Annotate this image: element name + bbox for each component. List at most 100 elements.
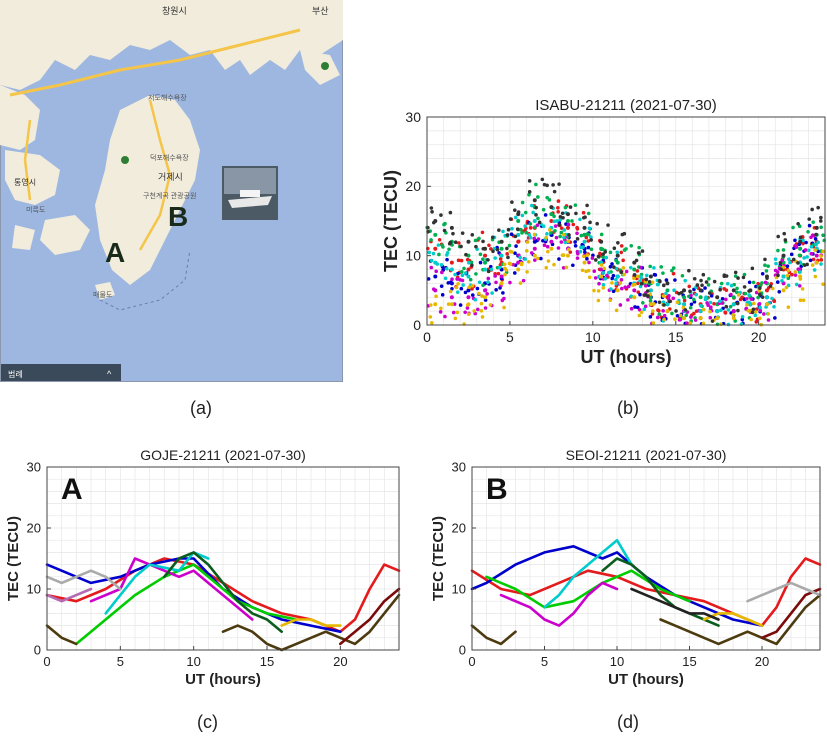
scatter-point bbox=[445, 257, 449, 262]
busan-marker-icon[interactable] bbox=[321, 62, 329, 70]
series-line bbox=[221, 593, 401, 652]
scatter-point bbox=[520, 213, 525, 218]
series-line bbox=[470, 545, 764, 627]
scatter-point bbox=[581, 210, 586, 215]
scatter-point bbox=[499, 239, 504, 244]
scatter-point bbox=[462, 266, 466, 271]
scatter-point bbox=[562, 233, 566, 237]
scatter-point bbox=[571, 263, 575, 268]
scatter-point bbox=[647, 279, 652, 284]
scatter-point bbox=[710, 319, 715, 323]
scatter-point bbox=[526, 259, 531, 264]
scatter-point bbox=[751, 307, 756, 312]
scatter-point bbox=[819, 258, 824, 262]
location-map[interactable]: 범례 ^ 창원시 부산 통영시 거제시 구천계곡 관광공원 덕포해수욕장 저도해… bbox=[0, 0, 344, 383]
series-line bbox=[45, 557, 401, 633]
scatter-point bbox=[819, 215, 823, 220]
scatter-point bbox=[502, 296, 506, 301]
scatter-point bbox=[751, 280, 756, 285]
scatter-point bbox=[527, 179, 532, 183]
scatter-point bbox=[549, 231, 553, 235]
scatter-point bbox=[656, 308, 660, 312]
series-line bbox=[659, 593, 822, 646]
scatter-point bbox=[618, 281, 623, 285]
scatter-point bbox=[470, 287, 474, 291]
scatter-point bbox=[763, 263, 767, 267]
scatter-point bbox=[479, 309, 484, 313]
scatter-point bbox=[477, 280, 482, 285]
x-tick-label: 5 bbox=[117, 654, 124, 669]
scatter-point bbox=[802, 263, 807, 267]
scatter-point bbox=[443, 276, 448, 281]
scatter-point bbox=[566, 247, 571, 252]
scatter-point bbox=[821, 249, 825, 254]
scatter-point bbox=[624, 269, 629, 274]
scatter-point bbox=[510, 226, 514, 231]
scatter-point bbox=[632, 267, 637, 272]
scatter-point bbox=[474, 272, 478, 276]
scatter-point bbox=[508, 262, 513, 266]
scatter-point bbox=[674, 309, 678, 313]
scatter-point bbox=[568, 205, 573, 209]
scatter-point bbox=[758, 308, 763, 313]
scatter-point bbox=[801, 238, 805, 243]
y-tick-label: 30 bbox=[27, 460, 41, 475]
scatter-point bbox=[601, 282, 606, 287]
scatter-point bbox=[563, 205, 568, 210]
scatter-point bbox=[553, 224, 558, 228]
scatter-point bbox=[516, 267, 521, 272]
scatter-point bbox=[477, 291, 481, 296]
scatter-point bbox=[499, 274, 504, 279]
scatter-point bbox=[451, 231, 455, 236]
scatter-point bbox=[715, 295, 720, 300]
scatter-point bbox=[453, 316, 458, 321]
scatter-point bbox=[582, 225, 587, 230]
scatter-point bbox=[599, 263, 604, 267]
scatter-point bbox=[760, 271, 765, 276]
scatter-point bbox=[466, 274, 471, 279]
scatter-point bbox=[501, 229, 505, 234]
scatter-point bbox=[501, 291, 505, 295]
map-canvas[interactable]: 범례 ^ 창원시 부산 통영시 거제시 구천계곡 관광공원 덕포해수욕장 저도해… bbox=[0, 0, 344, 383]
scatter-point bbox=[552, 214, 556, 219]
scatter-point bbox=[789, 252, 794, 257]
scatter-point bbox=[736, 276, 740, 280]
scatter-point bbox=[726, 322, 731, 327]
scatter-point bbox=[459, 258, 464, 263]
highway-road bbox=[9, 28, 301, 97]
scatter-point bbox=[806, 248, 811, 253]
scatter-point bbox=[510, 200, 514, 204]
goje-marker-icon[interactable] bbox=[121, 156, 129, 164]
scatter-point bbox=[810, 263, 815, 267]
y-tick-label: 0 bbox=[413, 317, 421, 333]
scatter-point bbox=[758, 305, 762, 310]
scatter-point bbox=[557, 257, 561, 261]
scatter-point bbox=[626, 298, 630, 302]
scatter-point bbox=[548, 228, 552, 232]
scatter-point bbox=[507, 243, 512, 248]
scatter-point bbox=[536, 237, 541, 241]
scatter-point bbox=[525, 270, 529, 274]
scatter-point bbox=[636, 274, 640, 279]
scatter-point bbox=[534, 182, 538, 187]
scatter-point bbox=[440, 270, 444, 275]
scatter-point bbox=[766, 318, 771, 322]
scatter-point bbox=[671, 266, 676, 270]
scatter-point bbox=[545, 232, 549, 236]
scatter-point bbox=[562, 235, 566, 240]
scatter-point bbox=[466, 295, 471, 300]
scatter-point bbox=[491, 249, 495, 254]
y-axis-label: TEC (TECU) bbox=[5, 516, 22, 601]
scatter-point bbox=[599, 232, 604, 237]
site-label: B bbox=[486, 473, 508, 506]
scatter-point bbox=[791, 257, 796, 262]
scatter-point bbox=[437, 237, 442, 242]
chevron-up-icon[interactable]: ^ bbox=[107, 369, 112, 379]
scatter-point bbox=[681, 305, 686, 310]
scatter-point bbox=[760, 281, 764, 285]
scatter-point bbox=[747, 289, 751, 293]
scatter-point bbox=[594, 258, 598, 262]
scatter-point bbox=[556, 246, 561, 250]
scatter-point bbox=[675, 313, 680, 318]
scatter-point bbox=[712, 279, 717, 284]
